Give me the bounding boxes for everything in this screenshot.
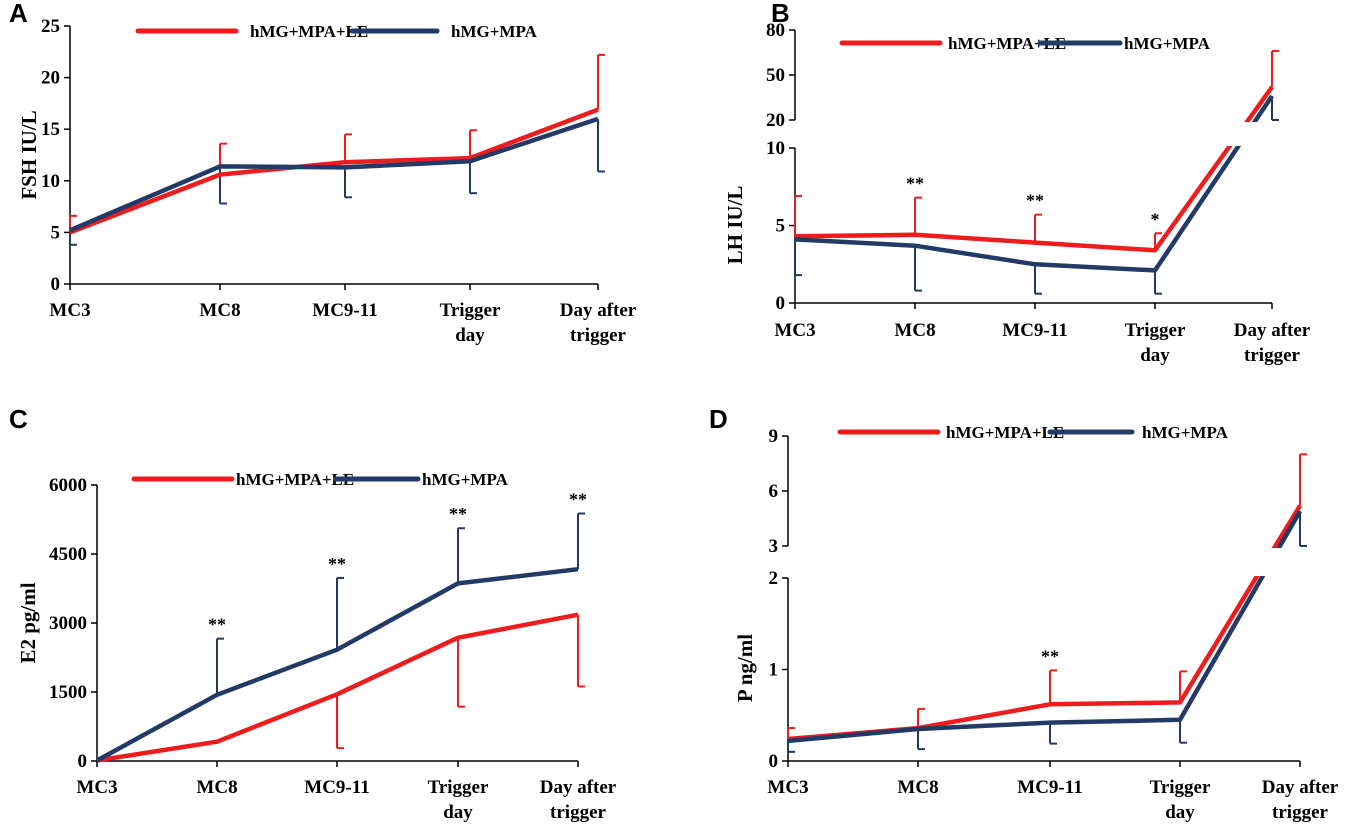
y-tick-label: 6 bbox=[769, 481, 779, 502]
series-line-hmg-mpa-le bbox=[795, 85, 1274, 253]
y-tick-label: 25 bbox=[41, 16, 60, 37]
significance-marker: ** bbox=[1041, 646, 1059, 666]
y-tick-label: 1500 bbox=[49, 682, 87, 703]
x-tick-label: day bbox=[1165, 802, 1195, 823]
y-axis-label: FSH IU/L bbox=[17, 110, 41, 199]
y-tick-label: 3000 bbox=[49, 613, 87, 634]
panel-letter: A bbox=[9, 0, 28, 28]
y-axis-label: E2 pg/ml bbox=[16, 582, 40, 663]
significance-marker: ** bbox=[328, 554, 346, 574]
x-tick-label: Day after bbox=[540, 777, 617, 798]
x-tick-label: trigger bbox=[570, 325, 626, 346]
x-tick-label: MC9-11 bbox=[312, 300, 377, 321]
x-tick-label: MC3 bbox=[49, 300, 90, 321]
y-tick-label: 2 bbox=[769, 568, 779, 589]
x-tick-label: Day after bbox=[560, 300, 637, 321]
x-tick-label: MC9-11 bbox=[1002, 320, 1067, 341]
x-tick-label: day bbox=[443, 802, 473, 823]
legend-label: hMG+MPA+LE bbox=[236, 470, 354, 489]
y-tick-label: 3 bbox=[769, 536, 779, 557]
x-tick-label: Trigger bbox=[440, 300, 501, 321]
x-tick-label: MC3 bbox=[767, 777, 808, 798]
significance-marker: * bbox=[1151, 209, 1160, 229]
x-tick-label: trigger bbox=[550, 802, 606, 823]
series-line-hmg-mpa bbox=[788, 510, 1302, 744]
x-tick-label: trigger bbox=[1244, 345, 1300, 366]
x-tick-label: MC9-11 bbox=[1017, 777, 1082, 798]
y-tick-label: 0 bbox=[776, 293, 786, 314]
panel-a: A 0 5 10 15 20 25 MC3 MC8 MC9-11 Trigger day Day aft… bbox=[9, 0, 637, 346]
series-line-hmg-mpa bbox=[795, 94, 1274, 273]
series-line-hmg-mpa bbox=[95, 566, 579, 763]
x-tick-label: MC8 bbox=[199, 300, 240, 321]
x-tick-label: day bbox=[1140, 345, 1170, 366]
legend-label: hMG+MPA bbox=[422, 470, 509, 489]
legend-label: hMG+MPA+LE bbox=[946, 423, 1064, 442]
panel-b: B 0 5 10 20 50 80 MC3 MC8 MC9-11 Trigger day Day aft… bbox=[723, 0, 1311, 366]
panel-letter: D bbox=[709, 404, 728, 434]
x-tick-label: Trigger bbox=[1125, 320, 1186, 341]
significance-marker: ** bbox=[569, 490, 587, 510]
legend-label: hMG+MPA+LE bbox=[250, 22, 368, 41]
y-tick-label: 6000 bbox=[49, 475, 87, 496]
panel-letter: B bbox=[771, 0, 790, 28]
legend-label: hMG+MPA bbox=[1124, 34, 1211, 53]
significance-marker: ** bbox=[906, 174, 924, 194]
y-tick-label: 10 bbox=[766, 138, 785, 159]
x-tick-label: trigger bbox=[1272, 802, 1328, 823]
x-tick-label: MC8 bbox=[897, 777, 938, 798]
y-tick-label: 80 bbox=[766, 20, 785, 41]
x-tick-label: Trigger bbox=[1150, 777, 1211, 798]
series-line-hmg-mpa-le bbox=[96, 612, 579, 763]
y-tick-label: 50 bbox=[766, 65, 785, 86]
y-tick-label: 10 bbox=[41, 171, 60, 192]
y-axis-label: P ng/ml bbox=[733, 634, 757, 702]
x-tick-label: MC3 bbox=[774, 320, 815, 341]
y-tick-label: 1 bbox=[769, 660, 779, 681]
y-tick-label: 5 bbox=[51, 222, 61, 243]
y-tick-label: 0 bbox=[51, 274, 61, 295]
y-tick-label: 20 bbox=[766, 110, 785, 131]
x-tick-label: Day after bbox=[1234, 320, 1311, 341]
significance-marker: ** bbox=[208, 615, 226, 635]
y-tick-label: 0 bbox=[78, 751, 88, 772]
x-tick-label: MC8 bbox=[894, 320, 935, 341]
x-tick-label: MC3 bbox=[76, 777, 117, 798]
series-line-hmg-mpa-le bbox=[69, 107, 599, 235]
y-tick-label: 4500 bbox=[49, 544, 87, 565]
significance-marker: ** bbox=[1026, 191, 1044, 211]
x-tick-label: day bbox=[455, 325, 485, 346]
y-tick-label: 5 bbox=[776, 216, 786, 237]
y-tick-label: 15 bbox=[41, 119, 60, 140]
x-tick-label: Trigger bbox=[428, 777, 489, 798]
x-tick-label: MC8 bbox=[196, 777, 237, 798]
legend-label: hMG+MPA bbox=[451, 22, 538, 41]
x-tick-label: MC9-11 bbox=[304, 777, 369, 798]
x-tick-label: Day after bbox=[1262, 777, 1339, 798]
panel-d: D 0 1 2 3 6 9 MC3 MC8 MC9-11 Trigger day Day after tr… bbox=[709, 404, 1339, 823]
legend-label: hMG+MPA+LE bbox=[948, 34, 1066, 53]
series-line-hmg-mpa-le bbox=[788, 504, 1302, 742]
series-line-hmg-mpa bbox=[69, 116, 599, 233]
panel-c: C 0 1500 3000 4500 6000 MC3 MC8 MC9-11 Trigger day… bbox=[9, 404, 617, 823]
legend-label: hMG+MPA bbox=[1142, 423, 1229, 442]
y-axis-label: LH IU/L bbox=[723, 186, 747, 265]
y-tick-label: 9 bbox=[769, 426, 779, 447]
y-tick-label: 0 bbox=[769, 751, 779, 772]
y-tick-label: 20 bbox=[41, 68, 60, 89]
panel-letter: C bbox=[9, 404, 28, 434]
significance-marker: ** bbox=[449, 504, 467, 524]
